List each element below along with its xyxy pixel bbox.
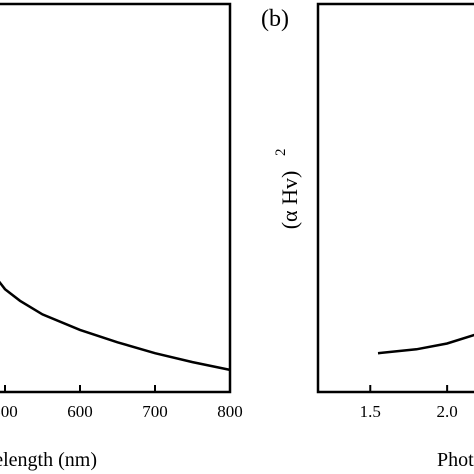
data-line — [377, 333, 474, 355]
x-tick-label: 800 — [217, 402, 243, 421]
plot-frame — [0, 2, 232, 394]
x-tick-label: 500 — [0, 402, 18, 421]
y-axis-label-superscript: 2 — [273, 149, 289, 157]
y-axis-label-group: (α Hv) 2 — [273, 149, 302, 230]
x-tick-label: 700 — [142, 402, 168, 421]
plot-frame — [316, 2, 474, 394]
panel-label: (b) — [261, 6, 289, 32]
x-tick-label: 2.0 — [437, 402, 458, 421]
y-axis-label: (α Hv) — [277, 171, 302, 230]
x-tick-label: 600 — [67, 402, 93, 421]
x-axis-label: Photon Energy (eV) — [437, 449, 474, 471]
x-tick-label: 1.5 — [360, 402, 381, 421]
data-line — [0, 280, 231, 372]
x-axis-label: Wavelength (nm) — [0, 449, 97, 471]
